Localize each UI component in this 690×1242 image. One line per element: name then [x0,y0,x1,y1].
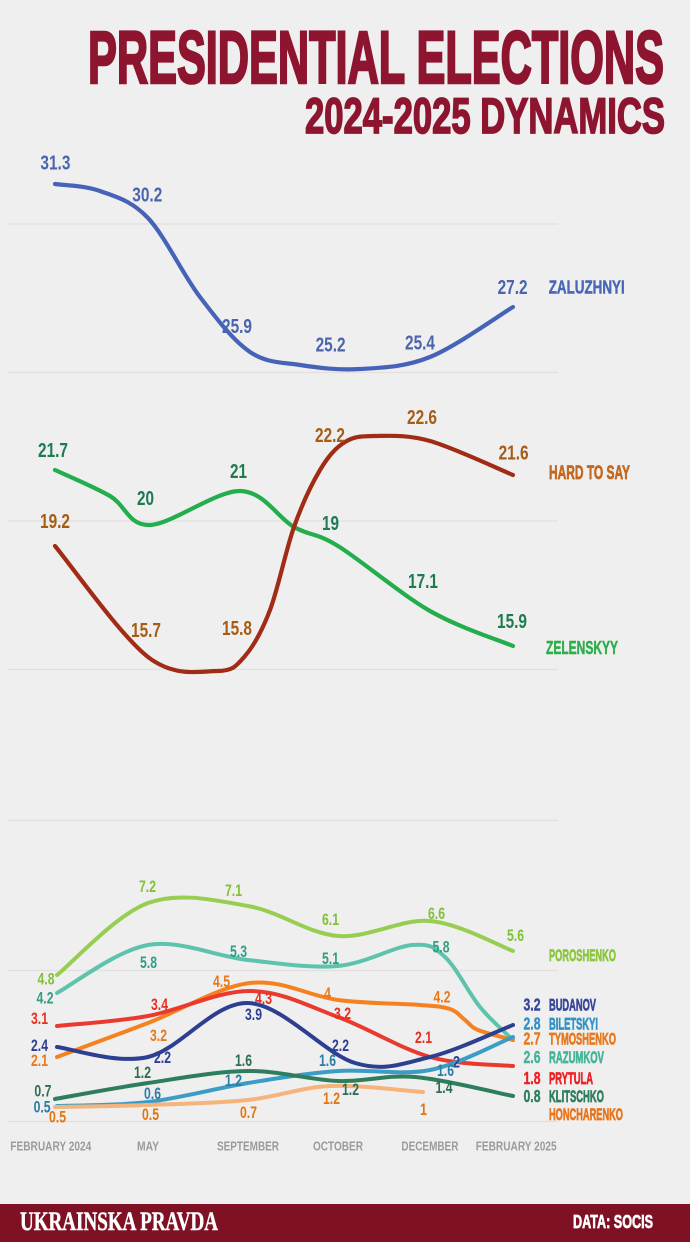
svg-text:BILETSKYI: BILETSKYI [549,1015,598,1033]
svg-text:19.2: 19.2 [40,510,70,533]
svg-text:TYMOSHENKO: TYMOSHENKO [549,1030,616,1048]
svg-text:SEPTEMBER: SEPTEMBER [217,1139,279,1154]
svg-text:25.2: 25.2 [316,333,346,356]
svg-text:6.6: 6.6 [428,904,445,923]
svg-text:1.6: 1.6 [319,1051,336,1070]
svg-text:3.2: 3.2 [524,994,541,1014]
svg-text:4.3: 4.3 [255,989,272,1008]
svg-text:5.8: 5.8 [140,953,157,972]
svg-text:RAZUMKOV: RAZUMKOV [549,1049,604,1067]
svg-text:HARD TO SAY: HARD TO SAY [549,463,630,484]
svg-text:1.6: 1.6 [437,1061,454,1080]
svg-text:1.4: 1.4 [436,1078,453,1097]
svg-text:1.6: 1.6 [235,1051,252,1070]
svg-text:3.9: 3.9 [245,1005,262,1024]
svg-text:5.8: 5.8 [433,938,450,957]
svg-text:17.1: 17.1 [408,570,438,593]
svg-text:1.2: 1.2 [323,1089,340,1108]
svg-text:0.7: 0.7 [240,1103,257,1122]
svg-text:22.6: 22.6 [407,406,437,429]
svg-text:15.8: 15.8 [222,617,252,640]
svg-text:5.1: 5.1 [322,949,339,968]
svg-text:4.8: 4.8 [38,970,55,989]
svg-text:5.6: 5.6 [507,926,524,945]
svg-text:DECEMBER: DECEMBER [401,1139,458,1154]
svg-text:ZALUZHNYI: ZALUZHNYI [549,277,625,298]
svg-text:21.6: 21.6 [499,441,529,464]
svg-text:4: 4 [324,984,331,1003]
svg-text:0.5: 0.5 [49,1107,66,1126]
svg-text:30.2: 30.2 [132,184,162,207]
svg-text:7.2: 7.2 [139,877,156,896]
svg-text:0.5: 0.5 [34,1098,51,1117]
svg-text:PRESIDENTIAL ELECTIONS: PRESIDENTIAL ELECTIONS [88,16,664,99]
svg-text:22.2: 22.2 [315,424,345,447]
svg-text:2.2: 2.2 [154,1048,171,1067]
svg-text:0.7: 0.7 [34,1082,51,1101]
svg-text:20: 20 [137,487,154,510]
svg-text:19: 19 [322,512,339,535]
svg-text:2.6: 2.6 [524,1047,541,1067]
svg-text:2024-2025 DYNAMICS: 2024-2025 DYNAMICS [305,88,665,144]
svg-text:MAY: MAY [137,1139,159,1154]
svg-text:1.8: 1.8 [524,1068,541,1088]
svg-text:0.8: 0.8 [524,1086,541,1106]
svg-text:21: 21 [230,460,247,483]
svg-text:5.3: 5.3 [230,942,247,961]
svg-text:31.3: 31.3 [40,151,70,174]
svg-text:15.7: 15.7 [131,619,161,642]
svg-text:PRYTULA: PRYTULA [549,1070,593,1088]
svg-text:7.1: 7.1 [225,881,242,900]
svg-text:2.8: 2.8 [524,1013,541,1033]
svg-text:1: 1 [420,1100,427,1119]
svg-text:4.2: 4.2 [434,988,451,1007]
svg-text:21.7: 21.7 [38,439,68,462]
svg-text:ZELENSKYY: ZELENSKYY [546,637,618,658]
svg-text:2.4: 2.4 [31,1036,48,1055]
svg-text:25.4: 25.4 [405,332,435,355]
svg-text:1.2: 1.2 [134,1063,151,1082]
svg-text:3.2: 3.2 [334,1004,351,1023]
svg-text:0.6: 0.6 [144,1084,161,1103]
svg-text:0.5: 0.5 [142,1105,159,1124]
svg-text:4.5: 4.5 [213,972,230,991]
svg-text:3.4: 3.4 [151,995,168,1014]
svg-text:25.9: 25.9 [222,315,252,338]
svg-text:DATA: SOCIS: DATA: SOCIS [573,1211,653,1232]
svg-text:15.9: 15.9 [497,610,527,633]
svg-text:FEBRUARY 2025: FEBRUARY 2025 [476,1139,557,1154]
svg-text:FEBRUARY 2024: FEBRUARY 2024 [10,1139,91,1154]
svg-text:1.2: 1.2 [342,1080,359,1099]
svg-text:1.2: 1.2 [225,1071,242,1090]
svg-text:OCTOBER: OCTOBER [313,1139,363,1154]
svg-text:27.2: 27.2 [498,276,528,299]
svg-text:2.2: 2.2 [332,1036,349,1055]
svg-text:3.1: 3.1 [31,1009,48,1028]
svg-text:POROSHENKO: POROSHENKO [549,947,616,965]
svg-text:HONCHARENKO: HONCHARENKO [549,1106,623,1124]
svg-text:3.2: 3.2 [150,1026,167,1045]
svg-text:UKRAINSKA PRAVDA: UKRAINSKA PRAVDA [20,1206,218,1236]
svg-text:4.2: 4.2 [37,989,54,1008]
svg-text:6.1: 6.1 [322,910,339,929]
svg-text:2.1: 2.1 [31,1051,48,1070]
svg-text:KLITSCHKO: KLITSCHKO [549,1088,604,1106]
svg-text:2.1: 2.1 [415,1028,432,1047]
svg-text:BUDANOV: BUDANOV [549,996,596,1014]
svg-text:2.7: 2.7 [524,1028,541,1048]
svg-text:2: 2 [453,1053,460,1072]
